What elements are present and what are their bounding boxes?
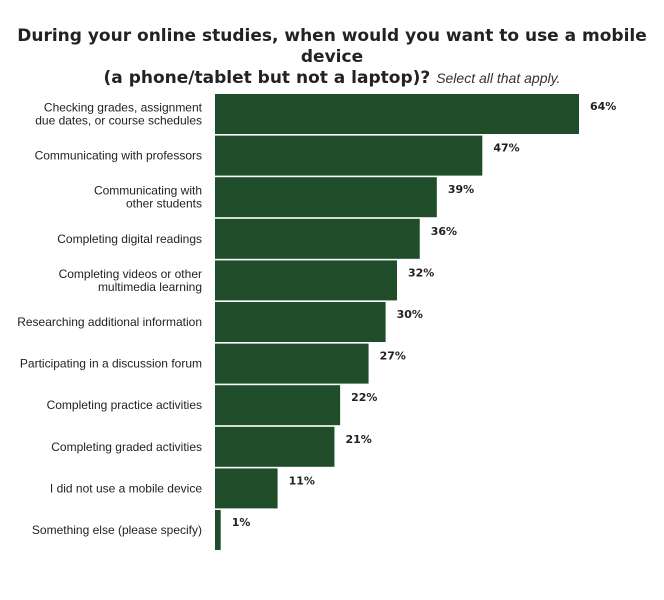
category-label-6-line-0: Participating in a discussion forum — [20, 357, 202, 371]
category-label-9: I did not use a mobile device — [50, 481, 202, 495]
bar-0 — [215, 94, 579, 134]
value-label-9: 11% — [289, 474, 315, 487]
value-label-7: 22% — [351, 391, 377, 404]
bar-4 — [215, 260, 397, 301]
category-label-2: Communicating with other students — [94, 184, 202, 211]
chart-title: During your online studies, when would y… — [0, 26, 664, 89]
value-label-10: 1% — [232, 516, 251, 529]
chart-title-line1: During your online studies, when would y… — [17, 26, 647, 67]
value-label-6: 27% — [380, 350, 406, 363]
value-label-8: 21% — [345, 433, 371, 446]
category-label-0: Checking grades, assignment due dates, or… — [35, 101, 202, 128]
category-label-10-line-0: Something else (please specify) — [32, 523, 202, 537]
value-label-4: 32% — [408, 266, 434, 279]
bar-8 — [215, 426, 335, 467]
category-label-7: Completing practice activities — [47, 398, 202, 412]
category-label-2-line-0: Communicating with — [94, 184, 202, 198]
category-label-6: Participating in a discussion forum — [20, 357, 202, 371]
chart-title-line2: (a phone/tablet but not a laptop)? Selec… — [0, 68, 664, 89]
category-label-5-line-0: Researching additional information — [17, 315, 202, 329]
category-label-10: Something else (please specify) — [32, 523, 202, 537]
category-label-0-line-1: due dates, or course schedules — [35, 114, 202, 128]
bar-7 — [215, 385, 341, 426]
bar-3 — [215, 218, 420, 259]
category-label-4-line-1: multimedia learning — [98, 280, 202, 294]
bar-10 — [215, 510, 221, 550]
value-label-2: 39% — [448, 183, 474, 196]
category-label-4-line-0: Completing videos or other — [59, 267, 202, 281]
value-label-3: 36% — [431, 225, 457, 238]
value-label-1: 47% — [493, 142, 519, 155]
category-label-5: Researching additional information — [17, 315, 202, 329]
category-label-0-line-0: Checking grades, assignment — [44, 101, 203, 115]
bar-5 — [215, 302, 386, 342]
category-label-1: Communicating with professors — [35, 149, 202, 163]
bar-9 — [215, 468, 278, 509]
bar-1 — [215, 135, 483, 176]
chart-title-question: (a phone/tablet but not a laptop)? — [103, 68, 431, 88]
value-label-0: 64% — [590, 100, 616, 113]
category-label-1-line-0: Communicating with professors — [35, 149, 202, 163]
chart-title-note: Select all that apply. — [436, 70, 561, 86]
category-label-9-line-0: I did not use a mobile device — [50, 481, 202, 495]
bar-2 — [215, 177, 437, 218]
category-label-7-line-0: Completing practice activities — [47, 398, 202, 412]
category-label-2-line-1: other students — [126, 197, 202, 211]
category-label-4: Completing videos or other multimedia lea… — [59, 267, 202, 294]
category-label-8: Completing graded activities — [51, 440, 202, 454]
bar-6 — [215, 343, 369, 384]
category-label-3: Completing digital readings — [57, 232, 202, 246]
value-label-5: 30% — [397, 308, 423, 321]
category-label-3-line-0: Completing digital readings — [57, 232, 202, 246]
category-label-8-line-0: Completing graded activities — [51, 440, 202, 454]
